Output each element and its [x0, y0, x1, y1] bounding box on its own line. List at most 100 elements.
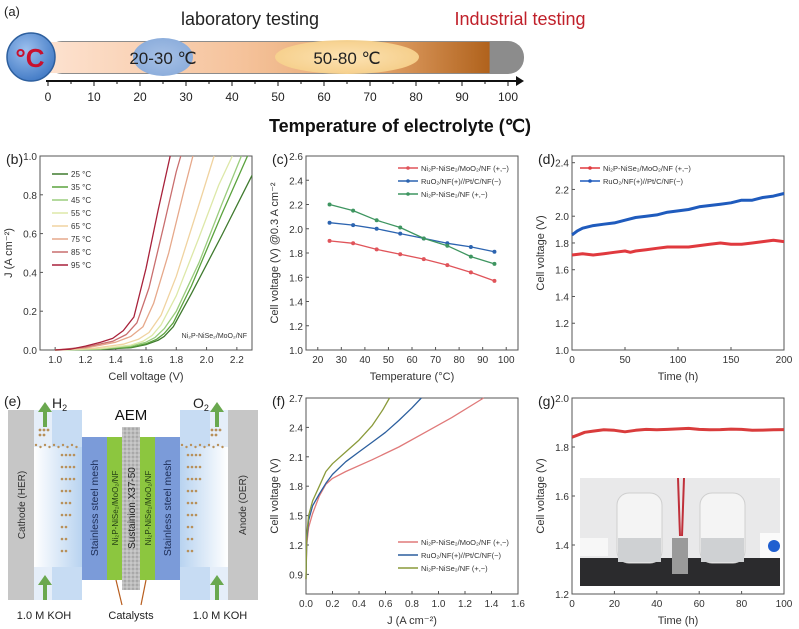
series-line — [55, 155, 243, 351]
koh-inlet-left-arrow-icon — [38, 575, 52, 600]
panel-label: (f) — [272, 393, 285, 409]
koh-inlet-right-arrow-icon — [210, 575, 224, 600]
bubble — [38, 428, 42, 432]
x-tick-label: 80 — [454, 355, 466, 366]
y-tick-label: 2.4 — [555, 159, 569, 170]
x-tick-label: 0.6 — [379, 599, 393, 610]
chart-c-voltage-vs-temperature: (c) 20 30 40 50 60 70 80 90 100 1.0 1.2 1.4 1.6 1.8 2.0… — [269, 151, 519, 383]
y-tick-label: 0.4 — [23, 268, 37, 279]
legend-label: 25 °C — [71, 170, 91, 179]
bubble — [48, 445, 51, 449]
x-tick-label: 90 — [477, 355, 489, 366]
bubble — [198, 443, 202, 447]
bubble — [221, 445, 224, 449]
left-steel-mesh — [82, 437, 107, 580]
y-tick-label: 2.2 — [289, 201, 303, 212]
legend-marker — [406, 166, 410, 170]
data-point — [468, 270, 473, 275]
panel-label: (b) — [6, 151, 23, 167]
data-point — [374, 226, 379, 231]
legend-label: 55 °C — [71, 209, 91, 218]
x-tick-label: 1.2 — [78, 355, 92, 366]
bubble — [64, 549, 68, 553]
industrial-testing-title: Industrial testing — [454, 9, 585, 29]
x-tick-label: 50 — [619, 355, 631, 366]
membrane-label: Sustainion X37-50 — [127, 467, 138, 549]
legend-label: 95 °C — [71, 261, 91, 270]
cathode-label: Cathode (HER) — [17, 471, 28, 539]
panel-e-electrolyzer-schematic: (e) Cathode (HER) Stainless steel mesh N… — [4, 393, 258, 622]
axis-tick-label: 30 — [179, 90, 193, 104]
bubble — [64, 525, 68, 529]
lab-testing-title: laboratory testing — [181, 9, 319, 29]
bubble — [72, 465, 76, 469]
x-tick-label: 1.8 — [169, 355, 183, 366]
pump-left — [580, 538, 608, 556]
bubble — [66, 445, 69, 449]
bubble — [68, 465, 72, 469]
data-point — [398, 252, 403, 257]
bubble — [194, 513, 198, 517]
electrolyte-left-level — [618, 538, 661, 562]
y-axis-title: J (A cm⁻²) — [3, 228, 15, 278]
celsius-badge-text: °C — [15, 43, 44, 73]
gas-bubbles — [34, 428, 224, 553]
bubble — [68, 489, 72, 493]
bubble — [189, 443, 193, 447]
bubble — [190, 513, 194, 517]
bubble — [190, 453, 194, 457]
x-tick-label: 1.0 — [48, 355, 62, 366]
y-tick-label: 1.4 — [555, 541, 569, 552]
panel-a-label: (a) — [4, 4, 20, 19]
bubble — [186, 513, 190, 517]
bubble — [214, 433, 218, 437]
koh-left-label: 1.0 M KOH — [17, 610, 71, 622]
cathode-channel-top — [52, 410, 82, 447]
bubble — [186, 489, 190, 493]
bubble — [198, 477, 202, 481]
catalysts-label: Catalysts — [108, 610, 154, 622]
bubble — [60, 453, 64, 457]
bubble — [34, 443, 38, 447]
industrial-range-highlight — [275, 40, 419, 74]
bubble — [52, 443, 56, 447]
bubble — [43, 443, 47, 447]
bubble — [212, 445, 215, 449]
x-tick-label: 50 — [383, 355, 395, 366]
data-point — [374, 247, 379, 252]
y-tick-label: 1.6 — [555, 266, 569, 277]
series-line — [571, 426, 785, 439]
right-mesh-label: Stainless steel mesh — [162, 460, 174, 556]
x-axis-title: Time (h) — [658, 615, 699, 627]
bubble — [64, 489, 68, 493]
panel-a-temperature-scale: (a) 20-30 ℃ 50-80 ℃ °C laboratory testin… — [4, 4, 586, 136]
bubble — [194, 445, 197, 449]
bubble — [185, 445, 188, 449]
data-point — [445, 263, 450, 268]
panel-label: (g) — [538, 393, 555, 409]
right-steel-mesh — [155, 437, 180, 580]
series-line — [55, 155, 215, 351]
x-tick-label: 2.2 — [230, 355, 244, 366]
y-tick-label: 1.6 — [555, 492, 569, 503]
y-tick-label: 2.2 — [555, 185, 569, 196]
bubble — [57, 445, 60, 449]
koh-right-label: 1.0 M KOH — [193, 610, 247, 622]
bubble — [194, 453, 198, 457]
panel-e-label: (e) — [4, 393, 21, 409]
cathode-fluid — [34, 447, 82, 567]
y-tick-label: 0.8 — [23, 191, 37, 202]
legend-label: 45 °C — [71, 196, 91, 205]
x-tick-label: 1.4 — [109, 355, 123, 366]
x-tick-label: 100 — [670, 355, 687, 366]
thermometer-bulb-icon — [6, 32, 56, 82]
bubble — [186, 549, 190, 553]
o2-outlet-arrow-icon — [210, 402, 224, 427]
bubble — [186, 477, 190, 481]
bubble — [68, 501, 72, 505]
h2-outlet-arrow-icon — [38, 402, 52, 427]
data-point — [398, 225, 403, 230]
x-tick-label: 0.4 — [352, 599, 366, 610]
bubble — [194, 501, 198, 505]
